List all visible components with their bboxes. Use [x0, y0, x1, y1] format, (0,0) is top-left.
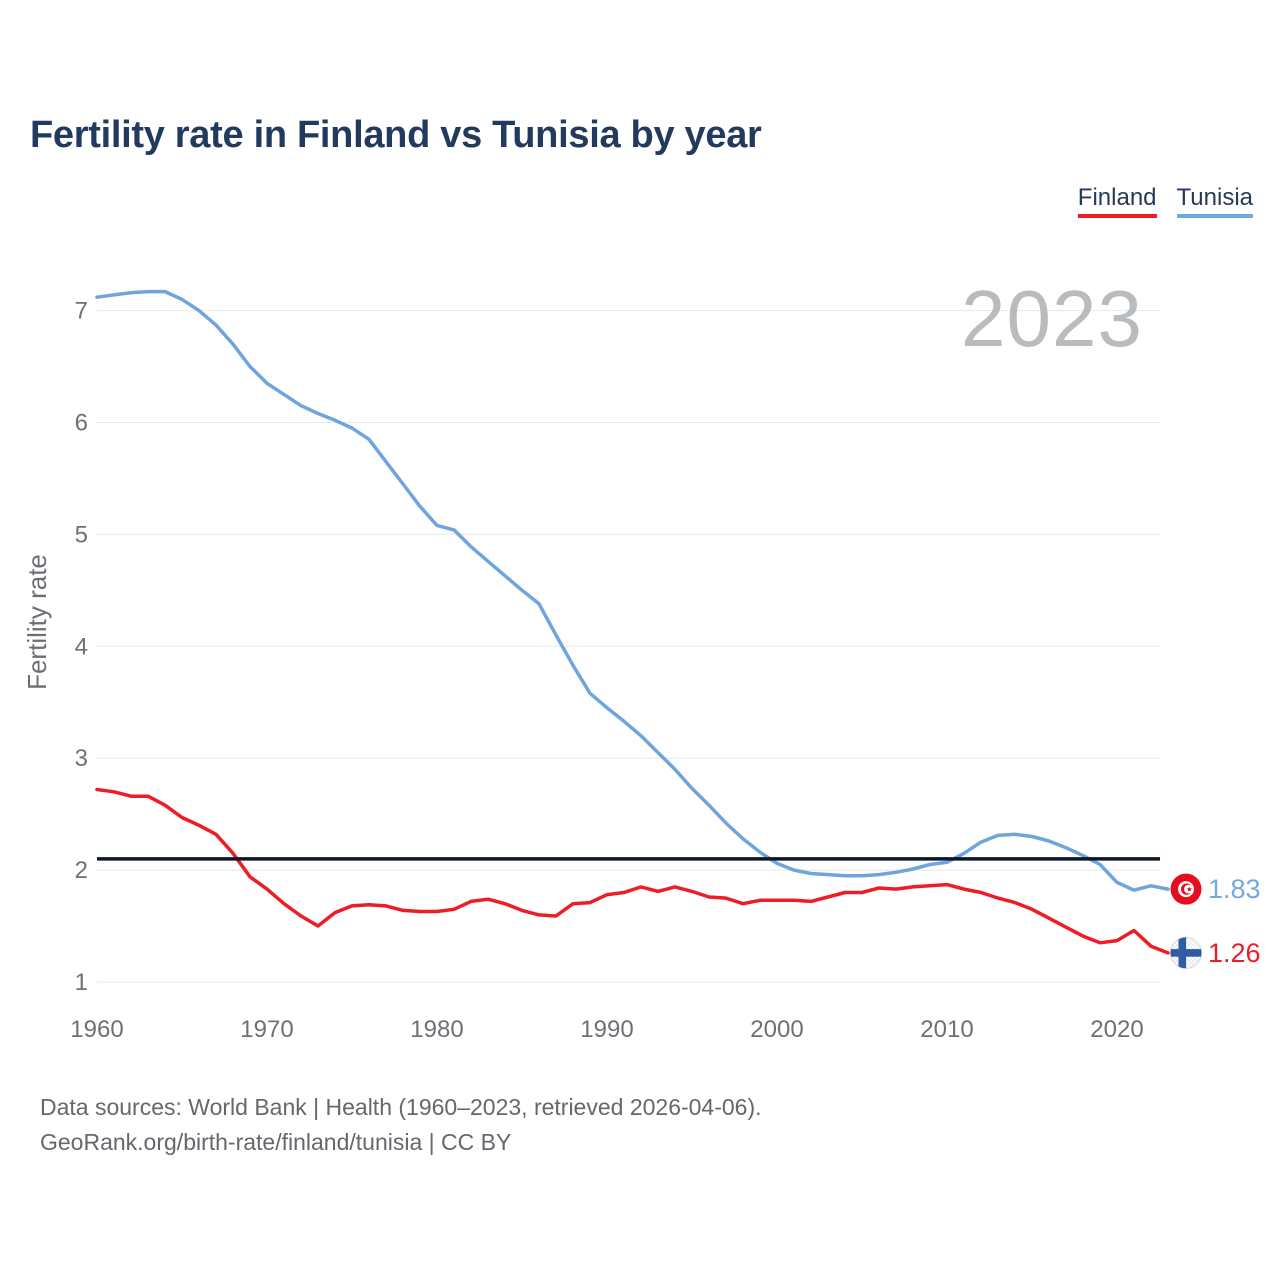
legend-item-tunisia[interactable]: Tunisia	[1176, 184, 1253, 218]
x-tick-label: 1970	[240, 1016, 293, 1043]
tunisia-flag-icon	[1170, 873, 1202, 905]
y-tick-label: 3	[75, 745, 88, 772]
y-tick-label: 6	[75, 410, 88, 437]
x-tick-label: 1990	[580, 1016, 633, 1043]
y-tick-label: 4	[75, 633, 88, 660]
y-tick-label: 1	[75, 969, 88, 996]
finland-flag-icon	[1170, 936, 1202, 969]
x-tick-label: 1960	[70, 1016, 123, 1043]
tunisia-line	[95, 289, 1170, 892]
x-tick-label: 2020	[1090, 1016, 1143, 1043]
legend: Finland Tunisia	[1077, 184, 1253, 218]
legend-item-finland[interactable]: Finland	[1077, 184, 1157, 218]
y-tick-label: 7	[75, 298, 88, 325]
tunisia-end-value: 1.83	[1208, 874, 1261, 904]
page-title: Fertility rate in Finland vs Tunisia by …	[30, 114, 762, 156]
footer: Data sources: World Bank | Health (1960–…	[40, 1090, 762, 1160]
x-tick-label: 1980	[410, 1016, 463, 1043]
watermark-year: 2023	[961, 274, 1143, 363]
finland-end-value: 1.26	[1208, 938, 1261, 968]
legend-tunisia-label: Tunisia	[1176, 184, 1253, 211]
x-tick-label: 2000	[750, 1016, 803, 1043]
y-tick-label: 2	[75, 857, 88, 884]
x-tick-label: 2010	[920, 1016, 973, 1043]
y-axis-label: Fertility rate	[22, 554, 52, 690]
finland-line	[95, 787, 1170, 955]
y-tick-label: 5	[75, 521, 88, 548]
legend-finland-label: Finland	[1077, 184, 1157, 211]
footer-sources-line: Data sources: World Bank | Health (1960–…	[40, 1094, 762, 1120]
footer-credit-line: GeoRank.org/birth-rate/finland/tunisia |…	[40, 1129, 512, 1155]
legend-tunisia-underline	[1176, 214, 1253, 218]
legend-finland-underline	[1077, 214, 1157, 218]
